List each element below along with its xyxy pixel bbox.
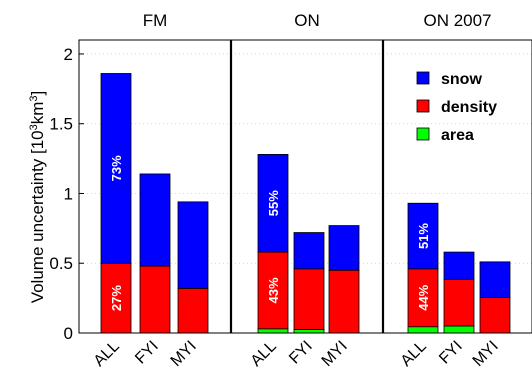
bar-density [479,297,511,334]
panel-title: ON 2007 [423,11,491,30]
bars-layer [100,73,511,334]
y-tick-label: 0.5 [49,254,73,273]
bar-area [257,328,289,334]
x-tick-label: ALL [91,338,123,370]
bar-density [100,262,132,334]
percent-label-snow: 55% [266,190,281,216]
legend-label-density: density [441,99,497,116]
legend-swatch-density [416,99,430,113]
percent-label-density: 27% [109,285,124,311]
bar-snow [443,251,475,280]
y-tick-label: 1 [64,184,73,203]
percent-label-snow: 73% [109,155,124,181]
bar-area [407,326,439,334]
legend-label-snow: snow [441,71,482,88]
x-tick-label: FYI [132,338,162,368]
y-tick-label: 1.5 [49,115,73,134]
bar-density [257,251,289,330]
x-tick-label: ALL [248,338,280,370]
panel-title: ON [294,11,320,30]
legend: snow density area [416,71,497,144]
x-tick-label: MYI [470,338,502,370]
x-tick-label: MYI [319,338,351,370]
bar-density [293,268,325,330]
bar-snow [139,173,171,267]
x-tick-label: FYI [286,338,316,368]
panel-title: FM [143,11,168,30]
bar-snow [293,232,325,270]
bar-area [293,329,325,334]
y-tick-label: 2 [64,45,73,64]
percent-label-snow: 51% [416,223,431,249]
bar-snow [177,201,209,289]
y-tick-label: 0 [64,324,73,343]
percent-label-density: 44% [416,284,431,310]
bar-snow [328,225,360,271]
bar-density [328,269,360,334]
bar-snow [100,73,132,264]
x-tick-label: ALL [398,338,430,370]
legend-label-area: area [441,127,474,144]
legend-swatch-snow [416,71,430,85]
percent-label-density: 43% [266,277,281,303]
y-axis-label: Volume uncertainty [103km3] [28,91,47,304]
legend-swatch-area [416,127,430,141]
bar-snow [407,202,439,270]
bar-snow [257,154,289,253]
frame-layer [78,39,532,334]
bar-density [139,265,171,334]
bar-density [177,287,209,334]
bar-density [407,268,439,328]
x-tick-label: FYI [436,338,466,368]
bar-density [443,278,475,327]
bar-snow [479,261,511,298]
x-tick-label: MYI [168,338,200,370]
bar-area [443,325,475,334]
